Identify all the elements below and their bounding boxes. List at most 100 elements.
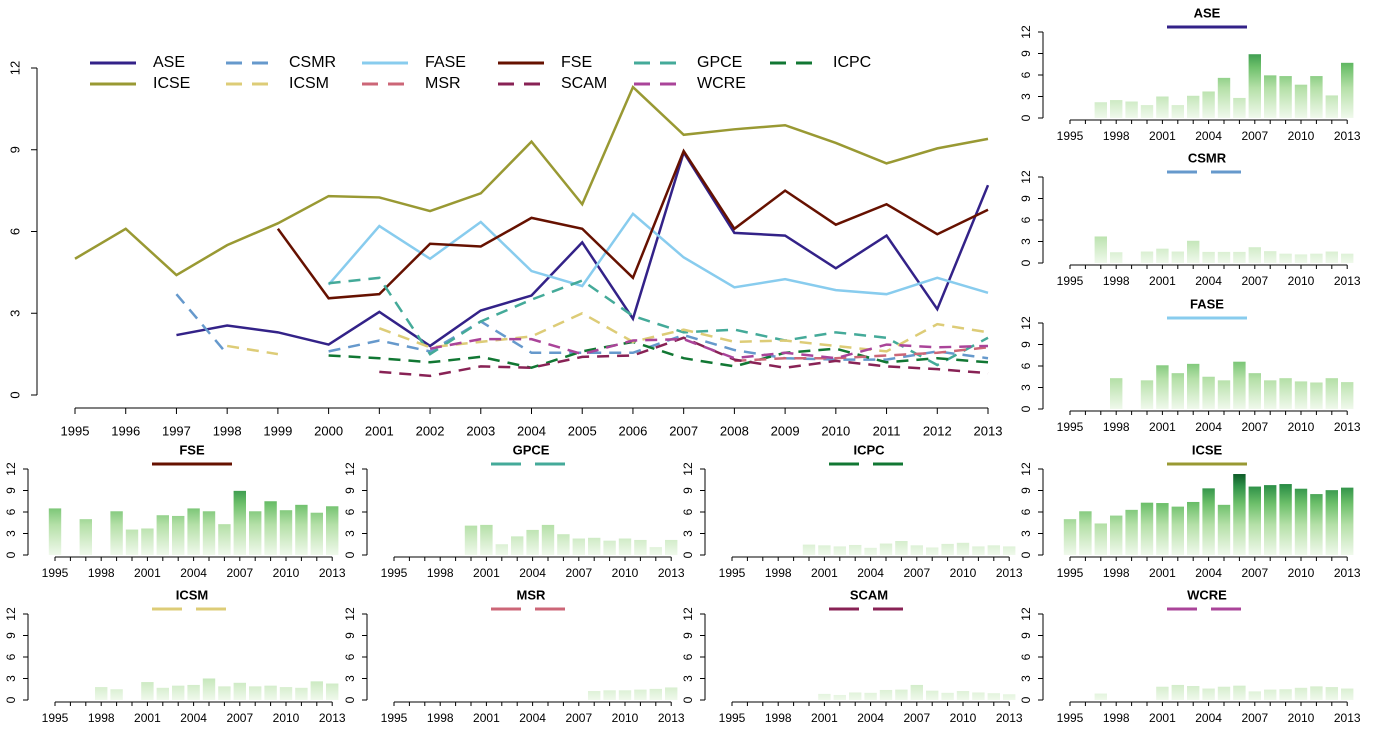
bar — [1341, 688, 1354, 700]
bar — [956, 691, 970, 700]
bar — [649, 688, 662, 700]
y-tick-label: 0 — [1019, 696, 1033, 703]
legend-label: ICSE — [153, 75, 190, 92]
bar — [557, 534, 570, 555]
bar — [926, 690, 939, 700]
bar — [910, 684, 923, 700]
series-line — [74, 84, 989, 277]
bar — [1310, 382, 1323, 409]
x-tick-label: 1998 — [213, 423, 242, 438]
bar — [572, 538, 585, 555]
y-tick-label: 0 — [681, 696, 695, 703]
bar — [1171, 506, 1184, 555]
bar — [1110, 100, 1123, 118]
x-tick-label: 2007 — [903, 566, 930, 580]
x-tick-label: 1995 — [42, 711, 69, 725]
bar — [941, 692, 954, 700]
bar — [187, 508, 200, 555]
series-line — [176, 149, 990, 348]
bar — [156, 687, 169, 700]
bar — [1140, 251, 1154, 263]
bar — [1079, 511, 1092, 555]
bar — [1279, 253, 1292, 263]
bar — [233, 490, 246, 555]
y-tick-label: 9 — [1019, 487, 1033, 494]
x-tick-label: 2013 — [658, 711, 685, 725]
x-tick-label: 2007 — [1241, 129, 1268, 143]
bar — [1202, 91, 1215, 118]
x-tick-label: 2006 — [618, 423, 647, 438]
series-line — [276, 148, 989, 300]
bar — [1171, 373, 1184, 409]
x-tick-label: 2013 — [319, 711, 346, 725]
bar — [1003, 546, 1016, 555]
bar — [833, 694, 846, 700]
bar — [1202, 251, 1215, 263]
bar — [1156, 686, 1169, 700]
chart-title: MSR — [517, 587, 547, 602]
bar — [110, 689, 123, 700]
bar — [541, 524, 555, 555]
bar — [1248, 54, 1261, 118]
bar — [264, 685, 277, 700]
bar — [1341, 253, 1354, 263]
x-tick-label: 1998 — [427, 566, 454, 580]
bar — [1341, 62, 1354, 118]
bar — [1187, 240, 1200, 263]
x-tick-label: 2001 — [1149, 274, 1176, 288]
y-tick-label: 6 — [4, 653, 18, 660]
bar — [1294, 381, 1308, 409]
y-tick-label: 0 — [343, 696, 357, 703]
y-tick-label: 0 — [1019, 551, 1033, 558]
y-tick-label: 3 — [1019, 238, 1033, 245]
x-tick-label: 2010 — [273, 566, 300, 580]
bar — [1294, 254, 1308, 263]
bar — [588, 537, 601, 555]
y-tick-label: 0 — [343, 551, 357, 558]
y-tick-label: 12 — [343, 462, 357, 476]
bar — [665, 539, 678, 555]
bar — [1248, 486, 1261, 555]
bar — [895, 541, 908, 555]
legend-label: ICSM — [289, 75, 329, 92]
bar — [172, 515, 185, 555]
x-tick-label: 2001 — [134, 711, 161, 725]
bar — [634, 539, 647, 555]
y-tick-label: 12 — [1019, 462, 1033, 476]
bar — [1110, 252, 1123, 263]
chart-title: ASE — [1194, 5, 1221, 20]
bar — [1217, 77, 1231, 118]
y-tick-label: 0 — [1019, 259, 1033, 266]
x-tick-label: 2004 — [519, 711, 546, 725]
bar — [141, 682, 154, 700]
x-tick-label: 1998 — [88, 711, 115, 725]
y-tick-label: 9 — [1019, 50, 1033, 57]
bar — [480, 524, 493, 555]
y-tick-label: 3 — [681, 530, 695, 537]
x-tick-label: 2004 — [857, 711, 884, 725]
x-tick-label: 2007 — [1241, 566, 1268, 580]
bar — [1202, 488, 1215, 555]
series-line — [328, 340, 989, 370]
bar — [1171, 105, 1184, 118]
x-tick-label: 2001 — [1149, 711, 1176, 725]
bar — [1248, 247, 1261, 263]
bar — [1233, 97, 1246, 118]
chart-title: ICSE — [1192, 442, 1223, 457]
bar — [1264, 75, 1277, 118]
x-tick-label: 2007 — [669, 423, 698, 438]
x-tick-label: 2001 — [473, 566, 500, 580]
bar — [1094, 693, 1107, 700]
y-tick-label: 9 — [681, 487, 695, 494]
bar — [172, 685, 185, 700]
x-tick-label: 2013 — [319, 566, 346, 580]
bar — [1202, 376, 1215, 409]
y-tick-label: 9 — [343, 632, 357, 639]
y-tick-label: 0 — [1019, 114, 1033, 121]
bar — [264, 501, 277, 555]
x-tick-label: 2010 — [821, 423, 850, 438]
bar — [1294, 488, 1308, 555]
bar — [1217, 380, 1231, 409]
bar — [79, 519, 92, 555]
x-tick-label: 1995 — [1057, 129, 1084, 143]
